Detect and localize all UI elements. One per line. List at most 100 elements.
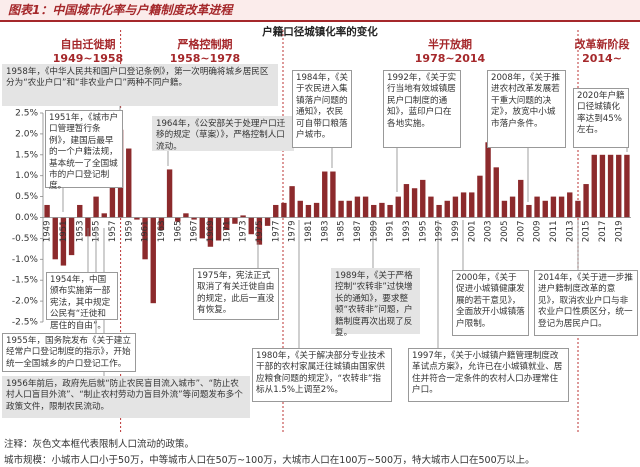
annotation: 1951年，《城市户口管理暂行条例》，建国后最早的一个户籍法规，基本统一了全国城… [45,110,123,191]
bar [379,202,385,218]
annotation: 1964年，《公安部关于处理户口迁移的规定（草案）》，严格控制人口流动。 [152,116,294,152]
bar [256,217,263,245]
y-tick-label: 2.0% [15,129,38,139]
bar [199,217,205,239]
y-tick-label: 0.5% [15,192,38,202]
x-tick-label: 1951 [59,221,69,243]
bar [224,217,230,231]
bar [526,204,532,218]
annotation: 2000年，《关于促进小城镇健康发展的若干意见》，全面放开小城镇落户限制。 [452,270,529,336]
annotation: 1954年，中国颁布实施第一部宪法，其中规定公民有“迁徙和居住的自由”。 [46,272,118,331]
y-tick-label: -2.5% [12,318,39,328]
bar [232,217,238,224]
bar [395,196,401,218]
bar [599,154,606,218]
note: 注释：灰色文本框代表限制人口流动的政策。 [4,439,195,450]
bar [338,200,344,218]
bar [575,200,581,218]
x-tick-label: 2003 [484,221,494,243]
period-name: 严格控制期 [177,38,233,51]
x-tick-label: 1985 [337,221,347,243]
annotation: 2008年，《关于推进农村改革发展若干重大问题的决定》，放宽中小城市落户条件。 [487,70,566,148]
period-range: 2014~ [582,52,622,65]
bar [452,196,459,218]
annotation: 1997年，《关于小城镇户籍管理制度改革试点方案》，允许已在小城镇就业、居住并符… [408,348,569,402]
bar [411,188,418,218]
bar [313,202,320,218]
bar [542,200,548,218]
x-tick-label: 1955 [92,221,102,243]
bar [550,196,557,218]
bar [101,213,107,218]
x-tick-label: 1967 [190,221,200,243]
bar [215,217,222,241]
bar [518,179,524,218]
x-tick-label: 2019 [614,221,624,243]
bar [322,171,328,218]
y-tick-label: -1.5% [12,276,39,286]
x-tick-label: 1995 [418,221,428,243]
page-title: 图表1：中国城市化率与户籍制度改革进程 [0,0,640,22]
bar [591,154,597,218]
bar [509,196,516,218]
note: 城市规模：小城市人口小于50万，中等城市人口在50万~100万，大城市人口在10… [4,455,535,466]
bar [142,217,148,260]
period-name: 半开放期 [428,38,472,51]
bar [346,200,352,218]
x-tick-label: 1965 [173,221,183,243]
bar [166,169,173,218]
x-tick-label: 1957 [108,221,118,243]
period-name: 自由迁徙期 [60,38,116,51]
annotation: 2014年，《关于进一步推进户籍制度改革的意见》，取消农业户口与非农业户口性质区… [534,270,638,336]
bar [68,217,75,256]
annotation: 1955年，国务院发布《关于建立经常户口登记制度的指示》，开始统一全国城乡的户口… [2,333,136,372]
bar [109,175,116,218]
x-tick-label: 2009 [533,221,543,243]
bar [493,167,499,218]
bar [175,217,181,222]
x-tick-label: 1987 [353,221,363,243]
period: 改革新阶段 2014~ [566,38,638,66]
y-tick-label: -0.5% [12,234,39,244]
x-tick-label: 2005 [500,220,510,242]
x-tick-label: 2011 [549,221,559,243]
bar [354,196,361,218]
x-tick-label: 1969 [206,221,216,243]
x-tick-label: 1963 [157,221,167,243]
bar [297,200,303,218]
bar [289,186,295,218]
bar [126,148,132,218]
period-name: 改革新阶段 [574,38,630,51]
x-tick-label: 1979 [288,221,298,243]
annotation: 1975年，宪法正式取消了有关迁徙自由的规定，此后一直没有恢复。 [193,268,279,320]
bar [444,200,450,218]
x-tick-label: 1959 [124,221,134,243]
bar [52,217,58,260]
bar [387,204,393,218]
bar [44,204,50,218]
bar [534,196,540,218]
x-tick-label: 1983 [320,221,330,243]
x-tick-label: 1977 [271,221,281,243]
period-range: 1949~1958 [52,52,124,65]
annotation: 1984年，《关于农民进入集镇落户问题的通知》，农民可自带口粮落户城市。 [292,70,352,148]
period: 自由迁徙期 1949~1958 [43,38,133,66]
y-tick-label: 2.5% [15,109,38,119]
bar [207,217,214,247]
y-tick-label: 0.0% [15,213,38,223]
annotation: 1989年，《关于严格控制“农转非”过快增长的通知》，要求整顿“农转非”问题，户… [331,268,420,338]
y-tick-label: -2.0% [12,297,39,307]
x-tick-label: 1949 [43,221,53,243]
bar [77,204,83,218]
x-tick-label: 2015 [582,221,592,243]
bar [583,184,589,218]
bar [330,171,336,218]
bar [93,196,99,218]
x-tick-label: 1989 [369,221,379,243]
x-tick-label: 2007 [516,221,526,243]
bar [191,217,197,220]
y-tick-label: 1.5% [15,150,38,160]
bar [264,217,271,226]
period-range: 1958~1978 [169,52,241,65]
bar [485,142,491,218]
